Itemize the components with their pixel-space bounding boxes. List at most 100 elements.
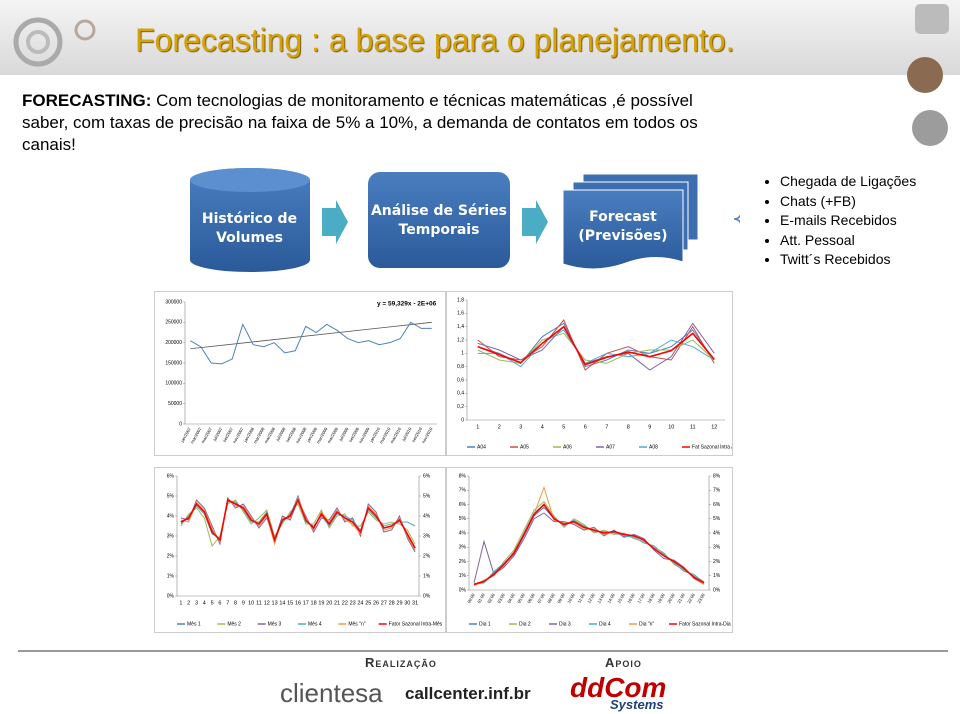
legend-label: Mês 2: [227, 621, 241, 627]
series-line: [180, 498, 416, 549]
x-tick-label: 12: [711, 424, 717, 430]
x-tick-label: 18: [311, 600, 317, 606]
series-line: [473, 506, 705, 585]
x-tick-label: 3: [519, 424, 522, 430]
chart: 00,20,40,60,811,21,41,61,81 2 3 4 5 6 7 8 9 10 11 1…: [446, 291, 733, 456]
y-tick-label: 1,4: [457, 324, 464, 330]
x-tick-label: 08:00: [546, 592, 556, 604]
y-tick-label: 0,6: [457, 377, 464, 383]
legend-label: A05: [520, 444, 529, 450]
bullet-item: Twitt´s Recebidos: [780, 250, 916, 270]
y-tick-label: 3%: [459, 545, 467, 551]
axis: [176, 476, 420, 597]
x-tick-label: 6: [584, 424, 587, 430]
axis: [184, 302, 437, 425]
x-tick-label: 06:00: [526, 592, 536, 604]
y-tick-label: 2%: [459, 559, 467, 565]
legend-label: A07: [606, 444, 615, 450]
intro-paragraph: FORECASTING: Com tecnologias de monitora…: [22, 90, 702, 156]
y-tick-label: 4%: [167, 513, 175, 519]
y-tick-label: 1,8: [457, 297, 464, 303]
legend-label: Dia 1: [479, 621, 491, 627]
y-tick-label: 5%: [459, 516, 467, 522]
y2-tick-label: 1%: [713, 573, 721, 579]
series-line: [180, 496, 416, 551]
y2-tick-label: 1%: [423, 573, 431, 579]
x-tick-label: 3: [195, 600, 198, 606]
x-tick-label: 5: [562, 424, 565, 430]
x-tick-label: mai/2008: [263, 426, 276, 444]
x-tick-label: 01:00: [476, 592, 486, 604]
x-tick-label: 12: [264, 600, 270, 606]
y-tick-label: 6%: [167, 473, 175, 479]
y2-tick-label: 4%: [423, 513, 431, 519]
y2-tick-label: 6%: [713, 502, 721, 508]
bullet-item: E-mails Recebidos: [780, 211, 916, 231]
x-tick-label: 11:00: [576, 592, 586, 604]
y-tick-label: 1,6: [457, 311, 464, 317]
x-tick-label: 30: [404, 600, 410, 606]
legend-label: A06: [563, 444, 572, 450]
y2-tick-label: 0%: [423, 593, 431, 599]
x-tick-label: mai/2007: [200, 426, 213, 444]
intro-text: Com tecnologias de monitoramento e técni…: [22, 91, 698, 154]
x-tick-label: 22: [342, 600, 348, 606]
x-tick-label: 07:00: [536, 592, 546, 604]
x-tick-label: 26: [373, 600, 379, 606]
x-tick-label: 4: [541, 424, 544, 430]
x-tick-label: 24: [357, 600, 363, 606]
y2-tick-label: 5%: [713, 516, 721, 522]
legend-label: Dia 2: [519, 621, 531, 627]
series-line: [473, 503, 705, 585]
series-line: [473, 485, 705, 587]
x-tick-label: 1: [476, 424, 479, 430]
legend-label: Mês "n": [348, 621, 365, 627]
y-tick-label: 3%: [167, 533, 175, 539]
x-tick-label: 10: [668, 424, 674, 430]
axis: [466, 300, 725, 421]
trend-label: y = 59,329x - 2E+06: [377, 301, 437, 308]
x-tick-label: 6: [218, 600, 221, 606]
series-line: [189, 321, 432, 365]
x-tick-label: 14:00: [606, 592, 616, 604]
y-tick-label: 8%: [459, 473, 467, 479]
logo: Systems: [610, 697, 664, 712]
y-tick-label: 200000: [165, 340, 182, 346]
series-line: [473, 500, 705, 587]
x-tick-label: 23: [350, 600, 356, 606]
x-tick-label: 10:00: [566, 592, 576, 604]
legend-label: Dia "n": [639, 621, 654, 627]
y-tick-label: 6%: [459, 502, 467, 508]
y-tick-label: 1: [461, 351, 464, 357]
x-tick-label: 5: [211, 600, 214, 606]
y2-tick-label: 4%: [713, 530, 721, 536]
x-tick-label: 02:00: [486, 592, 496, 604]
x-tick-label: 23:00: [696, 592, 706, 604]
y2-tick-label: 2%: [713, 559, 721, 565]
y-tick-label: 0,8: [457, 364, 464, 370]
legend-label: Dia 4: [599, 621, 611, 627]
y-tick-label: 0%: [167, 593, 175, 599]
x-tick-label: 29: [396, 600, 402, 606]
y-tick-label: 0,2: [457, 404, 464, 410]
y-tick-label: 0: [461, 417, 464, 423]
legend-label: A08: [649, 444, 658, 450]
y-tick-label: 100000: [165, 381, 182, 387]
x-tick-label: 2: [187, 600, 190, 606]
legend-label: Dia 3: [559, 621, 571, 627]
x-tick-label: 11: [256, 600, 262, 606]
y-tick-label: 1,2: [457, 337, 464, 343]
x-tick-label: 05:00: [516, 592, 526, 604]
footer-rule: [18, 650, 948, 652]
x-tick-label: 8: [627, 424, 630, 430]
series-line: [477, 322, 715, 371]
social-icons: [907, 4, 949, 146]
x-tick-label: 25: [365, 600, 371, 606]
x-tick-label: 9: [648, 424, 651, 430]
x-tick-label: 16: [295, 600, 301, 606]
x-tick-label: 22:00: [686, 592, 696, 604]
series-line: [477, 329, 715, 368]
y2-tick-label: 7%: [713, 488, 721, 494]
x-tick-label: 28: [389, 600, 395, 606]
